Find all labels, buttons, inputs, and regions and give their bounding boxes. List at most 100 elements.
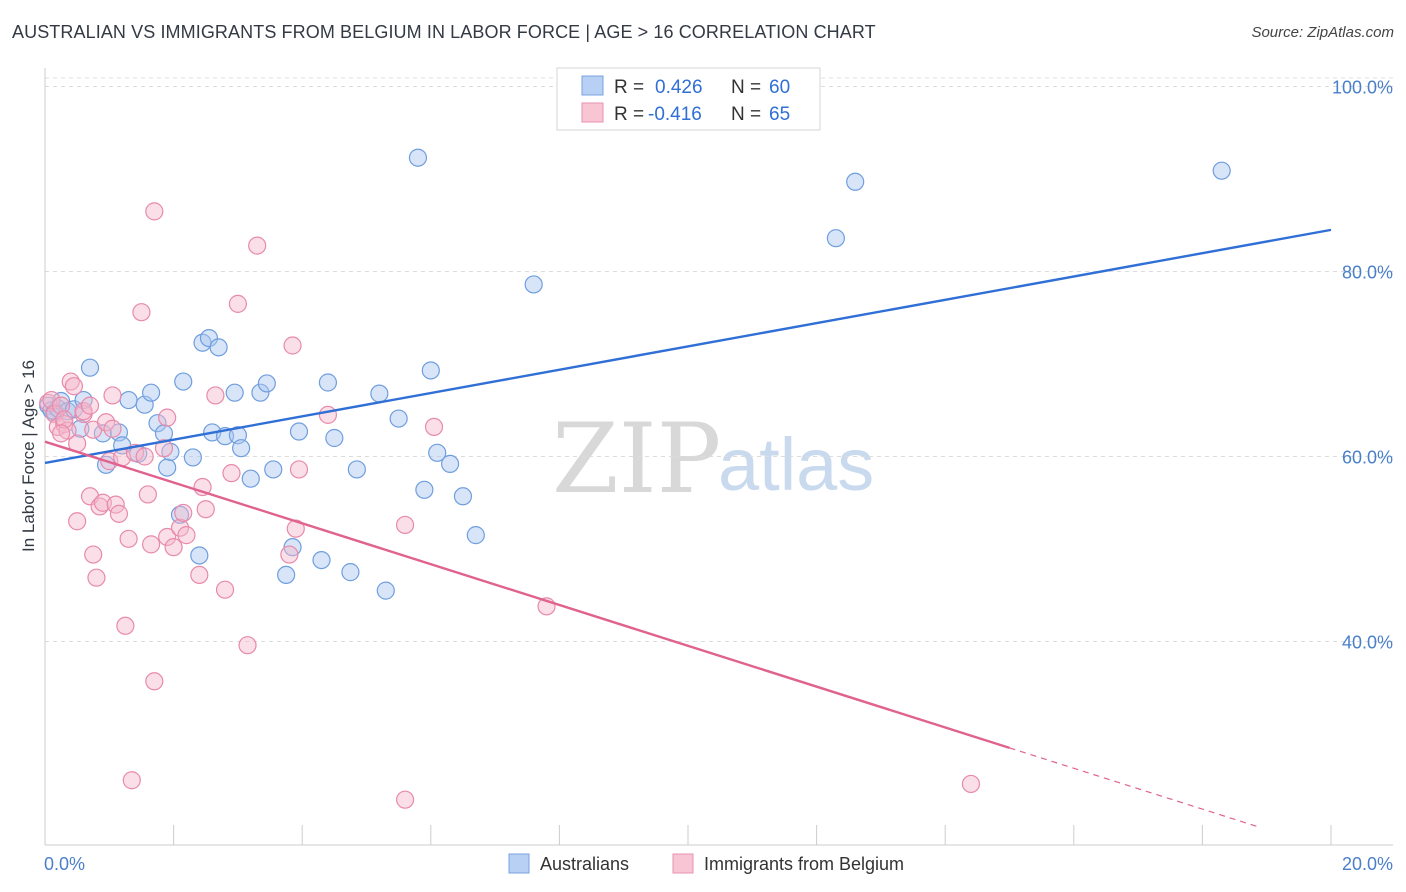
y-tick-label: 40.0% <box>1342 633 1393 653</box>
belgium-point <box>141 535 161 554</box>
belgium-point <box>145 202 164 221</box>
australians-point <box>421 361 440 380</box>
legend-n-label-1: N = <box>731 77 761 98</box>
belgium-point <box>135 447 154 466</box>
source-label: Source: ZipAtlas.com <box>1251 24 1394 41</box>
belgium-point <box>154 439 174 458</box>
belgium-point <box>164 538 183 557</box>
belgium-point <box>96 413 116 432</box>
belgium-point <box>318 405 338 424</box>
belgium-point <box>158 527 177 547</box>
legend-n-value-1: 60 <box>769 77 790 98</box>
australians-point <box>428 443 447 462</box>
australians-point <box>225 383 244 402</box>
australians-point <box>183 448 202 467</box>
belgium-point <box>138 485 157 504</box>
australians-point <box>466 526 485 545</box>
belgium-point <box>170 518 190 537</box>
australians-point <box>453 487 473 506</box>
belgium-point <box>103 419 122 438</box>
belgium-point <box>103 386 122 405</box>
australians-point <box>277 565 296 585</box>
australians-point <box>440 454 460 473</box>
belgium-trend-extension <box>1009 747 1259 828</box>
australians-point <box>190 546 209 565</box>
belgium-point <box>119 529 138 548</box>
belgium-point <box>122 771 141 790</box>
belgium-point <box>51 396 71 415</box>
axes: 40.0% 60.0% 80.0% 100.0% <box>44 68 1393 846</box>
australians-point <box>826 229 845 248</box>
legend-swatch-pink <box>581 102 604 123</box>
australians-point <box>241 469 260 488</box>
australians-point <box>524 275 543 294</box>
australians-point <box>158 458 177 477</box>
legend-r-value-2: -0.416 <box>648 104 702 125</box>
australians-point <box>408 148 428 167</box>
australians-point <box>341 563 360 582</box>
australians-point <box>264 460 283 479</box>
belgium-point <box>64 377 84 396</box>
y-tick-label: 60.0% <box>1342 448 1393 468</box>
series-swatch-belgium <box>672 853 694 874</box>
australians-point <box>209 338 228 357</box>
belgium-point <box>51 424 71 443</box>
belgium-point <box>132 303 151 322</box>
watermark-atlas: atlas <box>718 423 874 506</box>
legend-r-label-2: R = <box>614 104 644 125</box>
watermark-zip: ZIP <box>552 403 721 515</box>
trend-lines <box>44 228 1332 828</box>
australians-point <box>251 383 270 402</box>
belgium-point <box>55 410 74 429</box>
belgium-point <box>228 294 247 313</box>
belgium-point <box>177 526 196 545</box>
australians-point <box>170 505 190 524</box>
correlation-legend: R = 0.426 N = 60 R = -0.416 N = 65 <box>556 67 821 131</box>
belgium-point <box>174 503 193 523</box>
belgium-point <box>42 390 61 410</box>
belgium-point <box>283 336 302 355</box>
australians-point <box>325 428 344 448</box>
australians-point <box>370 384 389 403</box>
series-label-belgium: Immigrants from Belgium <box>704 854 904 874</box>
belgium-point <box>190 565 209 585</box>
belgium-point <box>196 500 215 519</box>
belgium-trend-line <box>44 440 1010 750</box>
belgium-point <box>87 568 106 587</box>
belgium-point <box>395 790 415 809</box>
australians-point <box>389 409 408 428</box>
belgium-point <box>424 417 444 436</box>
australians-point <box>318 373 338 392</box>
belgium-point <box>116 616 135 635</box>
australians-point <box>199 329 219 348</box>
australians-point <box>119 390 138 410</box>
australians-point <box>376 581 395 600</box>
y-tick-label: 100.0% <box>1332 78 1393 98</box>
australians-point <box>174 372 193 391</box>
gridlines <box>45 77 1393 642</box>
australians-point <box>415 480 434 499</box>
series-label-australians: Australians <box>540 854 629 874</box>
chart-title: AUSTRALIAN VS IMMIGRANTS FROM BELGIUM IN… <box>12 22 876 42</box>
belgium-point <box>215 580 235 599</box>
x-tick-label-max: 20.0% <box>1342 854 1393 874</box>
australians-trend-line <box>44 228 1332 465</box>
y-tick-label: 80.0% <box>1342 263 1393 283</box>
belgium-point <box>206 386 225 405</box>
australians-point <box>148 414 167 433</box>
belgium-point <box>238 636 257 655</box>
belgium-point <box>222 464 241 483</box>
legend-n-label-2: N = <box>731 104 761 125</box>
legend-n-value-2: 65 <box>769 104 790 125</box>
australians-point <box>347 460 366 479</box>
belgium-point <box>158 408 177 427</box>
series-legend: Australians Immigrants from Belgium <box>508 853 904 874</box>
y-axis-label: In Labor Force | Age > 16 <box>19 360 38 552</box>
belgium-point <box>80 396 100 415</box>
australians-point <box>289 422 309 441</box>
belgium-point <box>109 504 129 523</box>
belgium-point <box>280 545 299 564</box>
australians-point <box>232 439 251 458</box>
australians-point <box>1212 161 1231 180</box>
